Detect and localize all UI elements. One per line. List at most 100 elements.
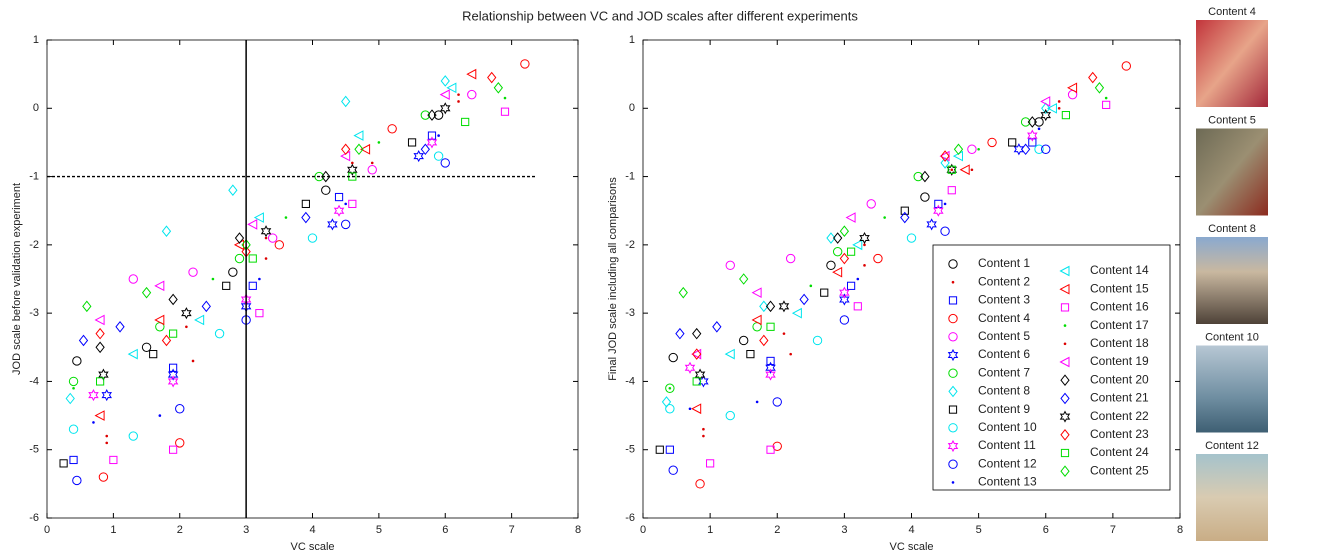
point (751, 287, 762, 298)
point (833, 232, 843, 244)
point (772, 397, 782, 407)
point (661, 396, 672, 408)
legend-marker (1060, 428, 1070, 441)
point (1088, 71, 1098, 84)
point (1057, 100, 1061, 103)
y-tick-label: -4 (625, 375, 635, 387)
point (437, 134, 440, 137)
point (846, 281, 856, 290)
legend-marker (1059, 283, 1070, 295)
point (255, 309, 264, 318)
point (340, 150, 351, 162)
point (420, 143, 430, 156)
point (943, 202, 947, 206)
point (782, 332, 786, 335)
point (420, 110, 431, 120)
legend-marker (948, 313, 958, 324)
point (59, 459, 68, 468)
point (832, 246, 843, 257)
point (947, 186, 956, 195)
point (446, 82, 457, 94)
point (678, 286, 688, 299)
point (387, 124, 397, 134)
point (1008, 138, 1017, 147)
point (826, 232, 836, 244)
point (222, 281, 231, 290)
point (98, 472, 109, 482)
x-tick-label: 2 (177, 524, 183, 536)
point (987, 137, 997, 148)
point (354, 143, 364, 156)
point (684, 361, 696, 374)
legend-label: Content 9 (978, 402, 1030, 416)
point (702, 434, 705, 438)
legend-label: Content 21 (1090, 391, 1149, 405)
point (169, 329, 178, 338)
point (367, 165, 377, 175)
point (457, 93, 460, 96)
thumbnail-image (1196, 345, 1268, 433)
point (68, 424, 79, 434)
legend-marker (1059, 356, 1070, 368)
y-tick-label: -5 (625, 444, 635, 456)
point (1028, 138, 1037, 147)
point (248, 281, 257, 290)
legend-label: Content 3 (978, 293, 1030, 307)
point (234, 232, 245, 244)
point (457, 100, 460, 103)
legend-label: Content 14 (1090, 263, 1149, 277)
point (839, 293, 850, 306)
point (863, 264, 866, 267)
point (809, 284, 813, 288)
legend-label: Content 18 (1090, 336, 1149, 350)
point (820, 288, 829, 297)
point (691, 348, 702, 360)
x-tick-label: 0 (640, 524, 646, 536)
x-tick-label: 4 (908, 524, 914, 536)
legend-marker (951, 280, 955, 284)
point (839, 225, 850, 238)
point (128, 274, 138, 284)
y-tick-label: -6 (29, 512, 39, 524)
legend-marker (948, 405, 958, 414)
legend-marker (948, 296, 958, 305)
point (520, 59, 530, 69)
legend-marker (948, 368, 958, 378)
point (1027, 116, 1037, 128)
point (712, 320, 722, 333)
point (856, 277, 860, 281)
point (778, 300, 790, 313)
point (301, 211, 311, 224)
point (161, 225, 172, 238)
thumbnail-image (1196, 20, 1268, 107)
point (1020, 117, 1031, 127)
point (1041, 144, 1051, 154)
thumbnail-title: Content 12 (1205, 440, 1259, 452)
point (149, 350, 158, 359)
legend-marker (1060, 448, 1070, 458)
thumbnail-image (1196, 237, 1268, 324)
point (970, 168, 974, 172)
x-tick-label: 1 (707, 524, 713, 536)
point (228, 184, 238, 197)
x-tick-label: 8 (575, 524, 581, 536)
point (105, 441, 109, 445)
y-tick-label: 0 (33, 102, 39, 114)
point (655, 445, 664, 454)
point (68, 376, 79, 387)
point (702, 427, 705, 431)
y-tick-label: -2 (29, 239, 39, 251)
point (766, 356, 775, 366)
legend-label: Content 5 (978, 329, 1030, 343)
point (344, 202, 347, 206)
point (105, 434, 109, 438)
point (234, 253, 245, 264)
point (141, 342, 152, 352)
point (665, 445, 674, 454)
point (1046, 102, 1057, 114)
y-tick-label: -1 (29, 170, 39, 182)
legend-label: Content 17 (1090, 318, 1149, 332)
point (487, 71, 497, 84)
y-axis-label: JOD scale before validation experiment (11, 183, 23, 375)
point (766, 322, 775, 331)
